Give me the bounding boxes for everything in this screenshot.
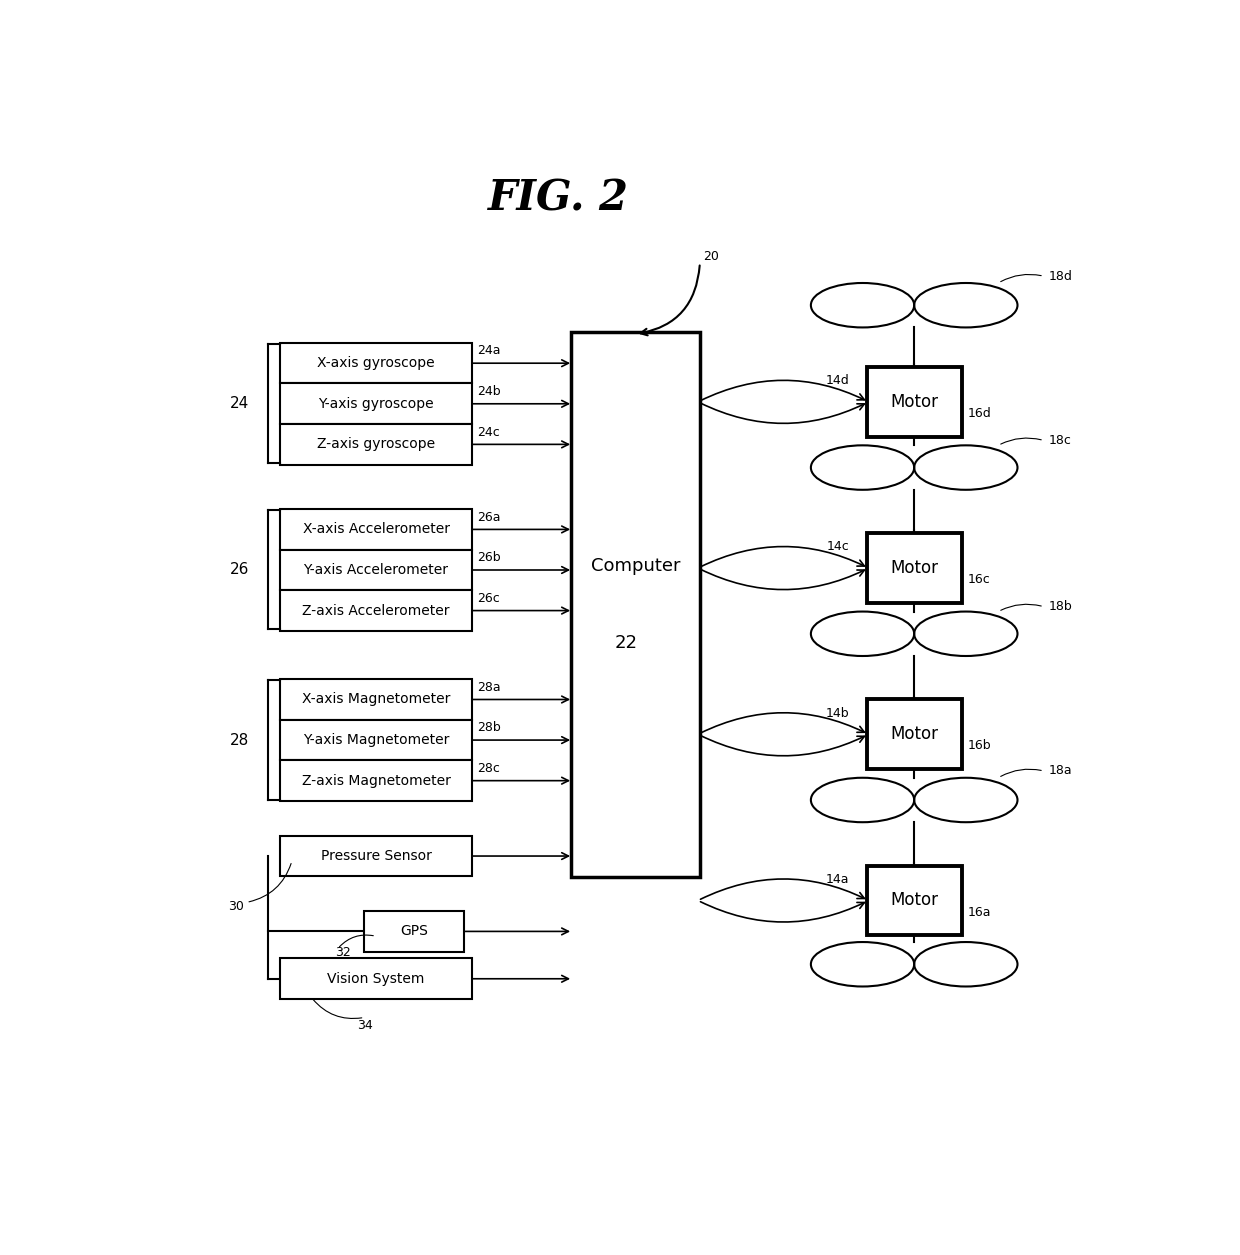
Text: 18b: 18b: [1049, 600, 1073, 614]
Text: GPS: GPS: [401, 925, 428, 939]
FancyBboxPatch shape: [867, 533, 962, 602]
FancyBboxPatch shape: [867, 866, 962, 935]
Text: 14d: 14d: [826, 374, 849, 387]
Text: Motor: Motor: [890, 393, 939, 410]
FancyBboxPatch shape: [365, 911, 465, 951]
Text: 22: 22: [614, 635, 637, 653]
Text: 30: 30: [228, 900, 244, 912]
Text: 24c: 24c: [477, 425, 500, 438]
FancyBboxPatch shape: [280, 510, 471, 550]
FancyBboxPatch shape: [280, 590, 471, 631]
Text: Z-axis gyroscope: Z-axis gyroscope: [317, 438, 435, 452]
Text: X-axis Accelerometer: X-axis Accelerometer: [303, 522, 450, 536]
FancyBboxPatch shape: [280, 550, 471, 590]
Text: 28c: 28c: [477, 762, 500, 774]
Text: 26c: 26c: [477, 592, 500, 605]
Text: Y-axis Accelerometer: Y-axis Accelerometer: [304, 563, 449, 577]
Text: 24: 24: [229, 397, 249, 412]
FancyBboxPatch shape: [280, 424, 471, 464]
Text: Computer: Computer: [590, 557, 681, 575]
Text: Motor: Motor: [890, 558, 939, 577]
Text: 26b: 26b: [477, 551, 501, 565]
Text: 16b: 16b: [967, 739, 991, 752]
Text: 28b: 28b: [477, 722, 501, 734]
Text: 16c: 16c: [967, 574, 991, 586]
Text: Motor: Motor: [890, 891, 939, 910]
FancyBboxPatch shape: [280, 761, 471, 801]
Text: 28: 28: [229, 733, 249, 748]
FancyBboxPatch shape: [280, 679, 471, 720]
Text: Motor: Motor: [890, 725, 939, 743]
FancyBboxPatch shape: [280, 384, 471, 424]
Text: 16a: 16a: [967, 906, 991, 919]
Text: 14c: 14c: [827, 541, 849, 553]
Text: Pressure Sensor: Pressure Sensor: [321, 850, 432, 863]
FancyBboxPatch shape: [572, 333, 699, 877]
Text: 34: 34: [357, 1019, 372, 1032]
Text: 24b: 24b: [477, 385, 501, 398]
Text: 16d: 16d: [967, 407, 991, 420]
Text: 14a: 14a: [826, 872, 849, 886]
Text: 32: 32: [335, 946, 351, 959]
FancyBboxPatch shape: [280, 836, 471, 876]
Text: 20: 20: [703, 251, 719, 264]
Text: Z-axis Magnetometer: Z-axis Magnetometer: [301, 773, 450, 788]
Text: X-axis gyroscope: X-axis gyroscope: [317, 356, 435, 370]
Text: 26: 26: [229, 562, 249, 577]
Text: Y-axis Magnetometer: Y-axis Magnetometer: [303, 733, 449, 747]
FancyBboxPatch shape: [867, 699, 962, 769]
Text: Vision System: Vision System: [327, 971, 425, 985]
Text: 18d: 18d: [1049, 270, 1073, 282]
FancyBboxPatch shape: [280, 343, 471, 384]
Text: 26a: 26a: [477, 511, 501, 523]
Text: FIG. 2: FIG. 2: [489, 178, 629, 220]
Text: 14b: 14b: [826, 707, 849, 719]
Text: Z-axis Accelerometer: Z-axis Accelerometer: [303, 604, 450, 617]
Text: 28a: 28a: [477, 680, 501, 694]
Text: 18a: 18a: [1049, 764, 1073, 778]
FancyBboxPatch shape: [280, 720, 471, 761]
Text: Y-axis gyroscope: Y-axis gyroscope: [319, 397, 434, 410]
FancyBboxPatch shape: [280, 959, 471, 999]
Text: 18c: 18c: [1049, 434, 1071, 447]
Text: 24a: 24a: [477, 344, 501, 358]
Text: X-axis Magnetometer: X-axis Magnetometer: [301, 693, 450, 707]
FancyBboxPatch shape: [867, 366, 962, 437]
